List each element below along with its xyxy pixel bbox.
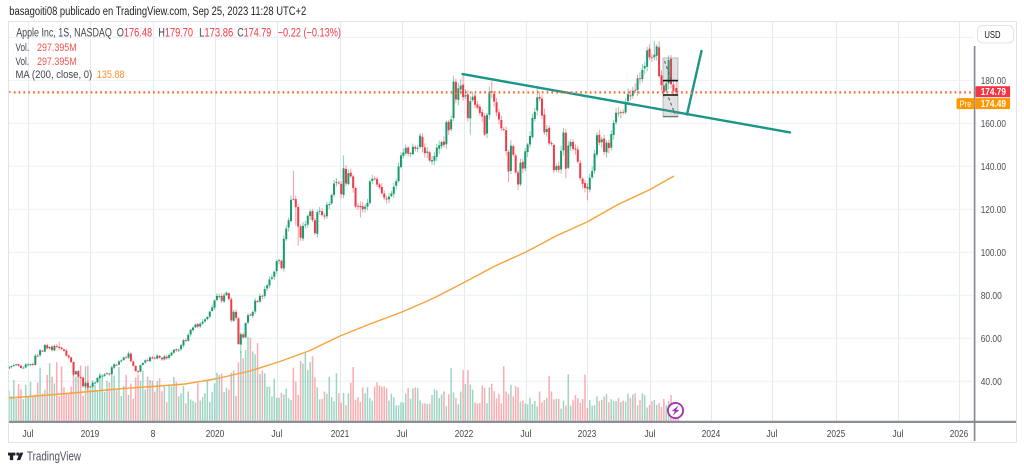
svg-text:USD: USD <box>984 30 1000 41</box>
svg-text:Pre: Pre <box>960 99 972 110</box>
svg-text:H179.70: H179.70 <box>158 27 193 39</box>
svg-text:135.88: 135.88 <box>97 69 125 81</box>
svg-text:174.49: 174.49 <box>981 99 1007 110</box>
svg-text:−0.22 (−0.13%): −0.22 (−0.13%) <box>278 27 341 39</box>
svg-text:80.00: 80.00 <box>981 291 1002 302</box>
svg-text:140.00: 140.00 <box>981 162 1007 173</box>
svg-text:40.00: 40.00 <box>981 377 1002 388</box>
svg-text:2019: 2019 <box>81 429 100 440</box>
svg-text:Jul: Jul <box>271 429 282 440</box>
svg-text:160.00: 160.00 <box>981 119 1007 130</box>
svg-text:297.395M: 297.395M <box>37 42 77 54</box>
svg-text:Jul: Jul <box>766 429 777 440</box>
svg-text:L173.86: L173.86 <box>199 27 233 39</box>
svg-text:8: 8 <box>151 429 156 440</box>
svg-text:MA (200, close, 0): MA (200, close, 0) <box>16 69 93 81</box>
svg-text:Apple Inc, 1S, NASDAQ: Apple Inc, 1S, NASDAQ <box>16 27 112 39</box>
svg-text:120.00: 120.00 <box>981 205 1007 216</box>
svg-text:Jul: Jul <box>22 429 33 440</box>
svg-text:180.00: 180.00 <box>981 76 1007 87</box>
svg-text:Jul: Jul <box>644 429 655 440</box>
svg-text:2022: 2022 <box>455 429 474 440</box>
svg-text:2020: 2020 <box>206 429 225 440</box>
svg-text:Jul: Jul <box>892 429 903 440</box>
svg-text:O176.48: O176.48 <box>117 27 152 39</box>
svg-text:60.00: 60.00 <box>981 334 1002 345</box>
svg-text:Jul: Jul <box>520 429 531 440</box>
svg-text:TradingView: TradingView <box>27 449 81 464</box>
svg-text:2024: 2024 <box>702 429 721 440</box>
svg-text:Vol.: Vol. <box>16 42 30 54</box>
svg-text:297.395M: 297.395M <box>37 56 77 68</box>
svg-text:2025: 2025 <box>827 429 846 440</box>
svg-text:174.79: 174.79 <box>981 87 1007 98</box>
svg-text:basagoiti08 publicado en Tradi: basagoiti08 publicado en TradingView.com… <box>9 6 306 18</box>
svg-text:C174.79: C174.79 <box>237 27 271 39</box>
svg-text:Jul: Jul <box>396 429 407 440</box>
svg-text:2023: 2023 <box>578 429 597 440</box>
svg-text:2026: 2026 <box>950 429 969 440</box>
svg-text:100.00: 100.00 <box>981 248 1007 259</box>
svg-text:2021: 2021 <box>331 429 350 440</box>
svg-text:Vol.: Vol. <box>16 56 30 68</box>
